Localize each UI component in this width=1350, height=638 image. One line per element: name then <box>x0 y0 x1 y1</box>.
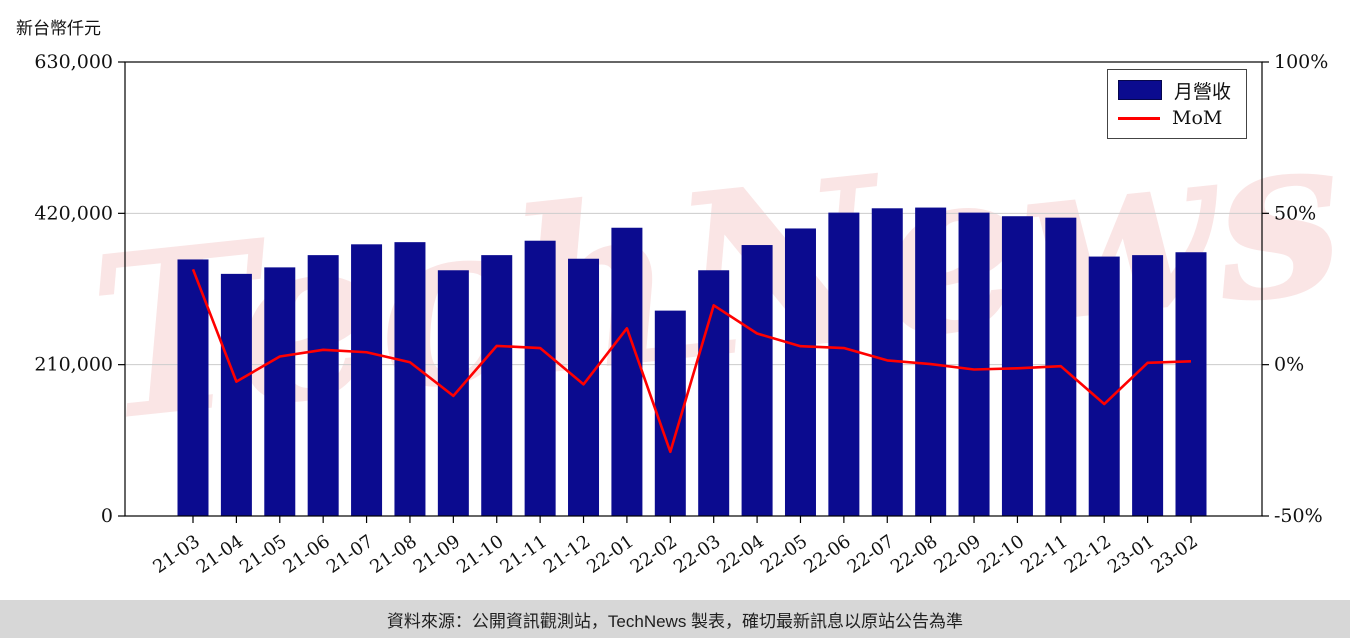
revenue-bar <box>394 242 426 516</box>
x-axis-tick-label: 21-07 <box>323 531 378 578</box>
revenue-bar <box>611 227 643 516</box>
right-axis-tick-label: 100% <box>1274 51 1328 73</box>
left-axis-tick-label: 630,000 <box>34 51 113 73</box>
revenue-bar <box>351 244 383 517</box>
x-axis-tick-label: 22-02 <box>627 531 682 578</box>
chart-legend: 月營收 MoM <box>1107 69 1247 139</box>
revenue-bar <box>741 245 773 517</box>
footer-source-bar: 資料來源：公開資訊觀測站，TechNews 製表，確切最新訊息以原站公告為準 <box>0 600 1350 638</box>
mom-line <box>191 268 1192 454</box>
left-axis-tick-label: 0 <box>101 505 113 527</box>
x-axis-tick-label: 21-04 <box>193 531 248 578</box>
x-axis-tick-label: 22-09 <box>930 531 985 578</box>
revenue-bar <box>958 212 990 516</box>
revenue-bar <box>220 273 252 516</box>
right-axis-tick-label: 50% <box>1274 202 1316 224</box>
x-axis-tick-label: 21-05 <box>236 531 291 578</box>
legend-entry-mom: MoM <box>1118 104 1236 132</box>
x-axis-tick-label: 23-01 <box>1104 531 1159 578</box>
x-axis-tick-label: 22-12 <box>1061 531 1116 578</box>
x-axis-tick-label: 21-09 <box>410 531 465 578</box>
x-axis-tick-label: 21-03 <box>149 531 204 578</box>
y-axis-unit-label: 新台幣仟元 <box>16 19 101 39</box>
revenue-bar <box>828 212 860 516</box>
revenue-bar <box>1088 256 1120 516</box>
x-axis-tick-label: 22-10 <box>974 531 1029 578</box>
legend-entry-revenue: 月營收 <box>1118 76 1236 104</box>
revenue-legend-label: 月營收 <box>1174 80 1232 103</box>
revenue-bar <box>784 228 816 516</box>
x-axis-tick-label: 21-11 <box>496 531 551 578</box>
x-axis-tick-label: 22-08 <box>887 531 942 578</box>
x-axis-tick-label: 21-10 <box>453 531 508 578</box>
revenue-bar <box>915 207 947 517</box>
x-axis-tick-label: 22-01 <box>583 531 638 578</box>
revenue-bar <box>524 240 556 516</box>
x-axis-tick-label: 22-07 <box>844 531 899 578</box>
x-axis-tick-label: 22-03 <box>670 531 725 578</box>
revenue-bar <box>1132 255 1164 516</box>
x-axis-tick-label: 21-06 <box>279 531 334 578</box>
right-axis-tick-label: 0% <box>1274 354 1304 376</box>
revenue-bar <box>1175 252 1207 516</box>
left-axis-tick-label: 420,000 <box>34 202 113 224</box>
revenue-bar <box>1001 216 1033 516</box>
monthly-revenue-chart: 0 210,000 420,000 630,000 -50% 0% 50% 100% 21-03… <box>34 51 1328 578</box>
mom-line-swatch-icon <box>1118 116 1160 120</box>
x-axis-tick-label: 22-05 <box>757 531 812 578</box>
x-axis-tick-label: 23-02 <box>1147 531 1202 578</box>
x-axis-tick-label: 22-06 <box>800 531 855 578</box>
mom-legend-label: MoM <box>1172 107 1223 129</box>
x-axis-tick-label: 22-04 <box>713 531 768 578</box>
revenue-bar-swatch-icon <box>1118 80 1162 100</box>
x-axis-tick-label: 21-08 <box>366 531 421 578</box>
footer-source-text: 資料來源：公開資訊觀測站，TechNews 製表，確切最新訊息以原站公告為準 <box>386 611 964 631</box>
plot-frame <box>124 61 1263 517</box>
revenue-bar <box>177 259 209 516</box>
left-axis-tick-label: 210,000 <box>34 354 113 376</box>
x-axis-tick-label: 21-12 <box>540 531 595 578</box>
revenue-bar <box>307 255 339 516</box>
revenue-bar <box>264 267 296 516</box>
revenue-bar <box>568 258 600 516</box>
revenue-bar <box>437 270 469 516</box>
revenue-bar <box>481 255 513 516</box>
right-axis-tick-label: -50% <box>1274 505 1323 527</box>
x-axis-tick-label: 22-11 <box>1017 531 1072 578</box>
